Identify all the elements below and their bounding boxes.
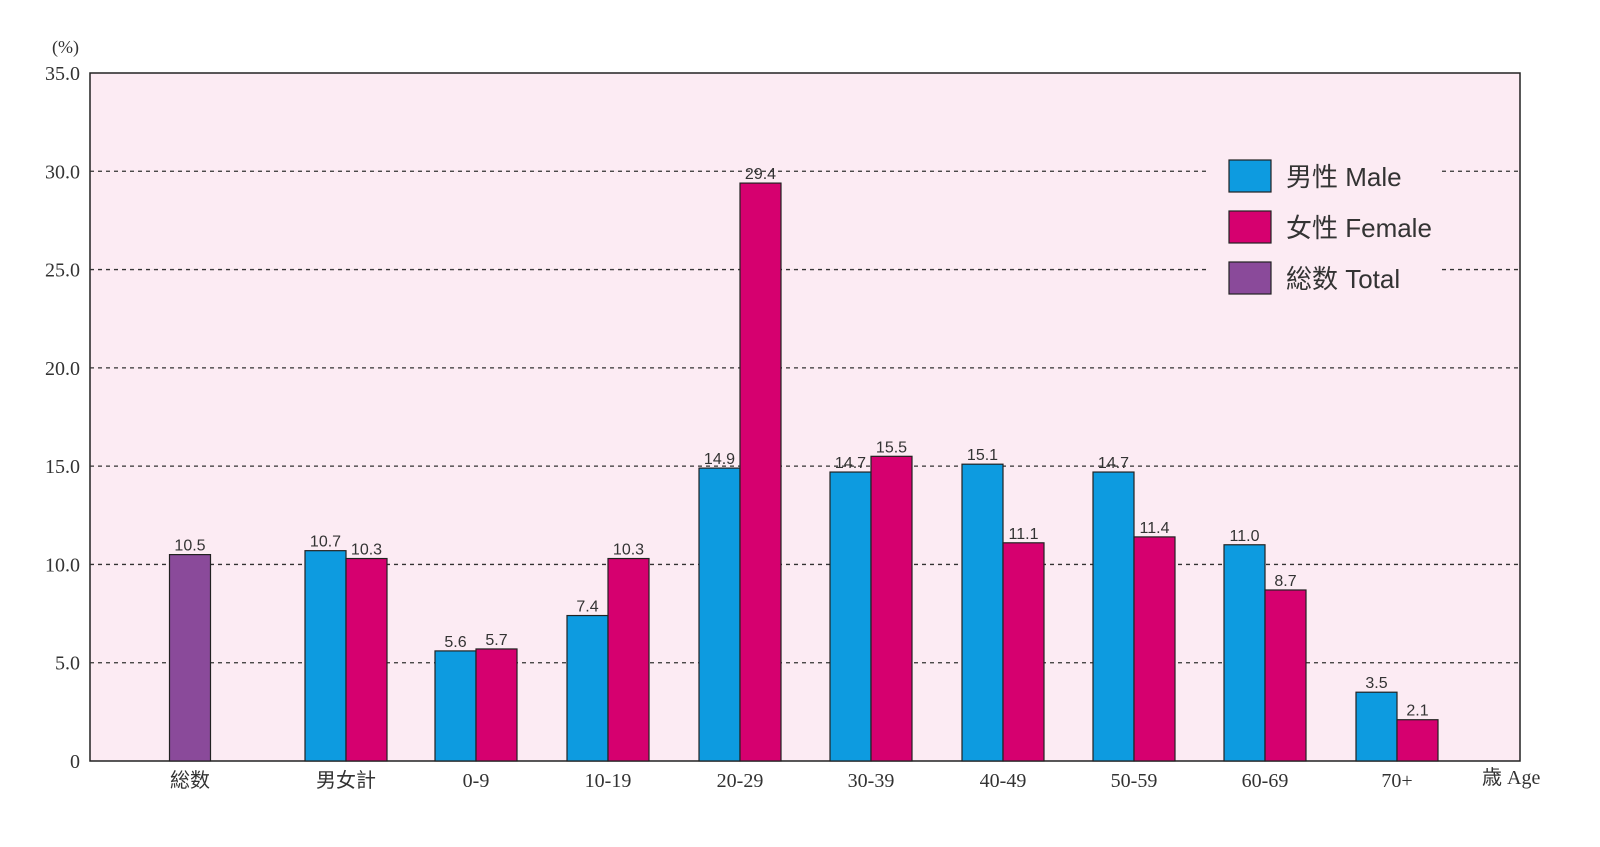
legend-swatch	[1228, 159, 1272, 193]
bar	[829, 471, 872, 762]
bar	[961, 463, 1004, 762]
data-label: 14.7	[835, 455, 866, 472]
bar	[1264, 589, 1307, 762]
bar	[304, 550, 347, 762]
bar	[870, 455, 913, 762]
data-label: 11.1	[1009, 526, 1039, 543]
y-tick-label: 0	[70, 751, 80, 773]
x-tick-label: 20-29	[717, 770, 764, 792]
data-label: 3.5	[1365, 675, 1387, 692]
data-label: 15.1	[967, 447, 998, 464]
bar	[475, 648, 518, 762]
bar	[434, 650, 477, 762]
bar	[607, 557, 650, 762]
data-label: 10.5	[174, 538, 205, 555]
data-label: 14.7	[1098, 455, 1129, 472]
gridlines	[90, 170, 1520, 664]
x-tick-label: 10-19	[585, 770, 632, 792]
x-tick-label: 40-49	[980, 770, 1027, 792]
bar	[1223, 544, 1266, 762]
data-label: 2.1	[1406, 703, 1428, 720]
data-label: 8.7	[1274, 573, 1296, 590]
bar	[698, 467, 741, 762]
data-label: 5.6	[444, 634, 466, 651]
y-tick-label: 25.0	[45, 260, 80, 282]
bar	[566, 614, 609, 762]
legend-label: 女性 Female	[1286, 213, 1432, 243]
bar	[1133, 536, 1176, 762]
data-label: 14.9	[704, 451, 735, 468]
data-label: 11.0	[1230, 528, 1260, 545]
bar	[168, 553, 212, 762]
x-tick-label: 30-39	[848, 770, 895, 792]
y-tick-label: 35.0	[45, 63, 80, 85]
data-label: 15.5	[876, 439, 907, 456]
data-label: 10.7	[310, 534, 341, 551]
data-label: 29.4	[745, 166, 776, 183]
x-axis-label: 歳 Age	[1482, 766, 1540, 789]
y-axis: 0 5.0 10.0 15.0 20.0 25.0 30.0 35.0	[45, 63, 80, 773]
data-label: 5.7	[485, 632, 507, 649]
x-tick-label: 50-59	[1111, 770, 1158, 792]
y-tick-label: 5.0	[55, 653, 80, 675]
y-tick-label: 15.0	[45, 456, 80, 478]
bar	[1355, 691, 1398, 762]
legend-label: 総数 Total	[1286, 264, 1400, 294]
legend-swatch	[1228, 261, 1272, 295]
bars: 10.5 10.7 10.3 5.6 5.7 7.4 10.3 14.9 29.4 14.7 15.…	[168, 166, 1439, 762]
y-tick-label: 20.0	[45, 358, 80, 380]
bar	[1092, 471, 1135, 762]
y-unit-label: (%)	[52, 37, 79, 58]
data-label: 7.4	[576, 599, 598, 616]
legend-swatch	[1228, 210, 1272, 244]
x-axis: 総数 男女計 0-9 10-19 20-29 30-39 40-49 50-59 60-69 70…	[170, 769, 1413, 792]
x-tick-label: 総数	[170, 769, 210, 792]
bar	[739, 182, 782, 762]
legend-label: 男性 Male	[1286, 162, 1402, 192]
x-tick-label: 0-9	[463, 770, 490, 792]
data-label: 10.3	[351, 542, 382, 559]
bar	[1002, 542, 1045, 762]
legend: 男性 Male 女性 Female 総数 Total	[1210, 140, 1440, 310]
data-label: 11.4	[1140, 520, 1170, 537]
y-tick-label: 30.0	[45, 161, 80, 183]
x-tick-label: 60-69	[1242, 770, 1289, 792]
x-tick-label: 70+	[1381, 770, 1412, 792]
bar	[345, 557, 388, 762]
data-label: 10.3	[613, 542, 644, 559]
bar	[1396, 719, 1439, 762]
y-tick-label: 10.0	[45, 554, 80, 576]
x-tick-label: 男女計	[316, 769, 376, 792]
